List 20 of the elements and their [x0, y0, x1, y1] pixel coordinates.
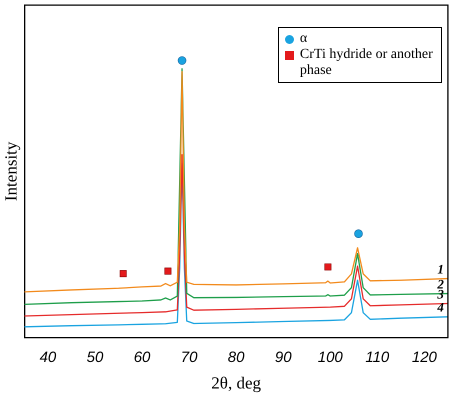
x-tick-label: 90 [274, 348, 292, 366]
x-tick-label: 70 [180, 348, 198, 366]
x-tick-label: 80 [228, 348, 246, 366]
y-axis-title: Intensity [2, 141, 21, 202]
point [164, 268, 172, 275]
point [120, 270, 127, 278]
x-tick-label: 40 [40, 348, 57, 366]
point [324, 263, 332, 270]
legend-label: α [300, 31, 308, 48]
x-tick-label: 60 [134, 348, 152, 366]
x-tick-label: 100 [318, 348, 344, 366]
x-tick-label: 120 [412, 348, 438, 366]
x-tick-label: 110 [365, 348, 390, 366]
x-axis-title: 2θ, deg [211, 373, 262, 392]
x-tick-label: 50 [86, 348, 104, 366]
point [354, 229, 363, 238]
series-label: 1 [437, 261, 444, 276]
point [178, 56, 186, 65]
legend-label: CrTi hydride or another phase [300, 47, 434, 80]
series-label: 4 [436, 300, 444, 315]
